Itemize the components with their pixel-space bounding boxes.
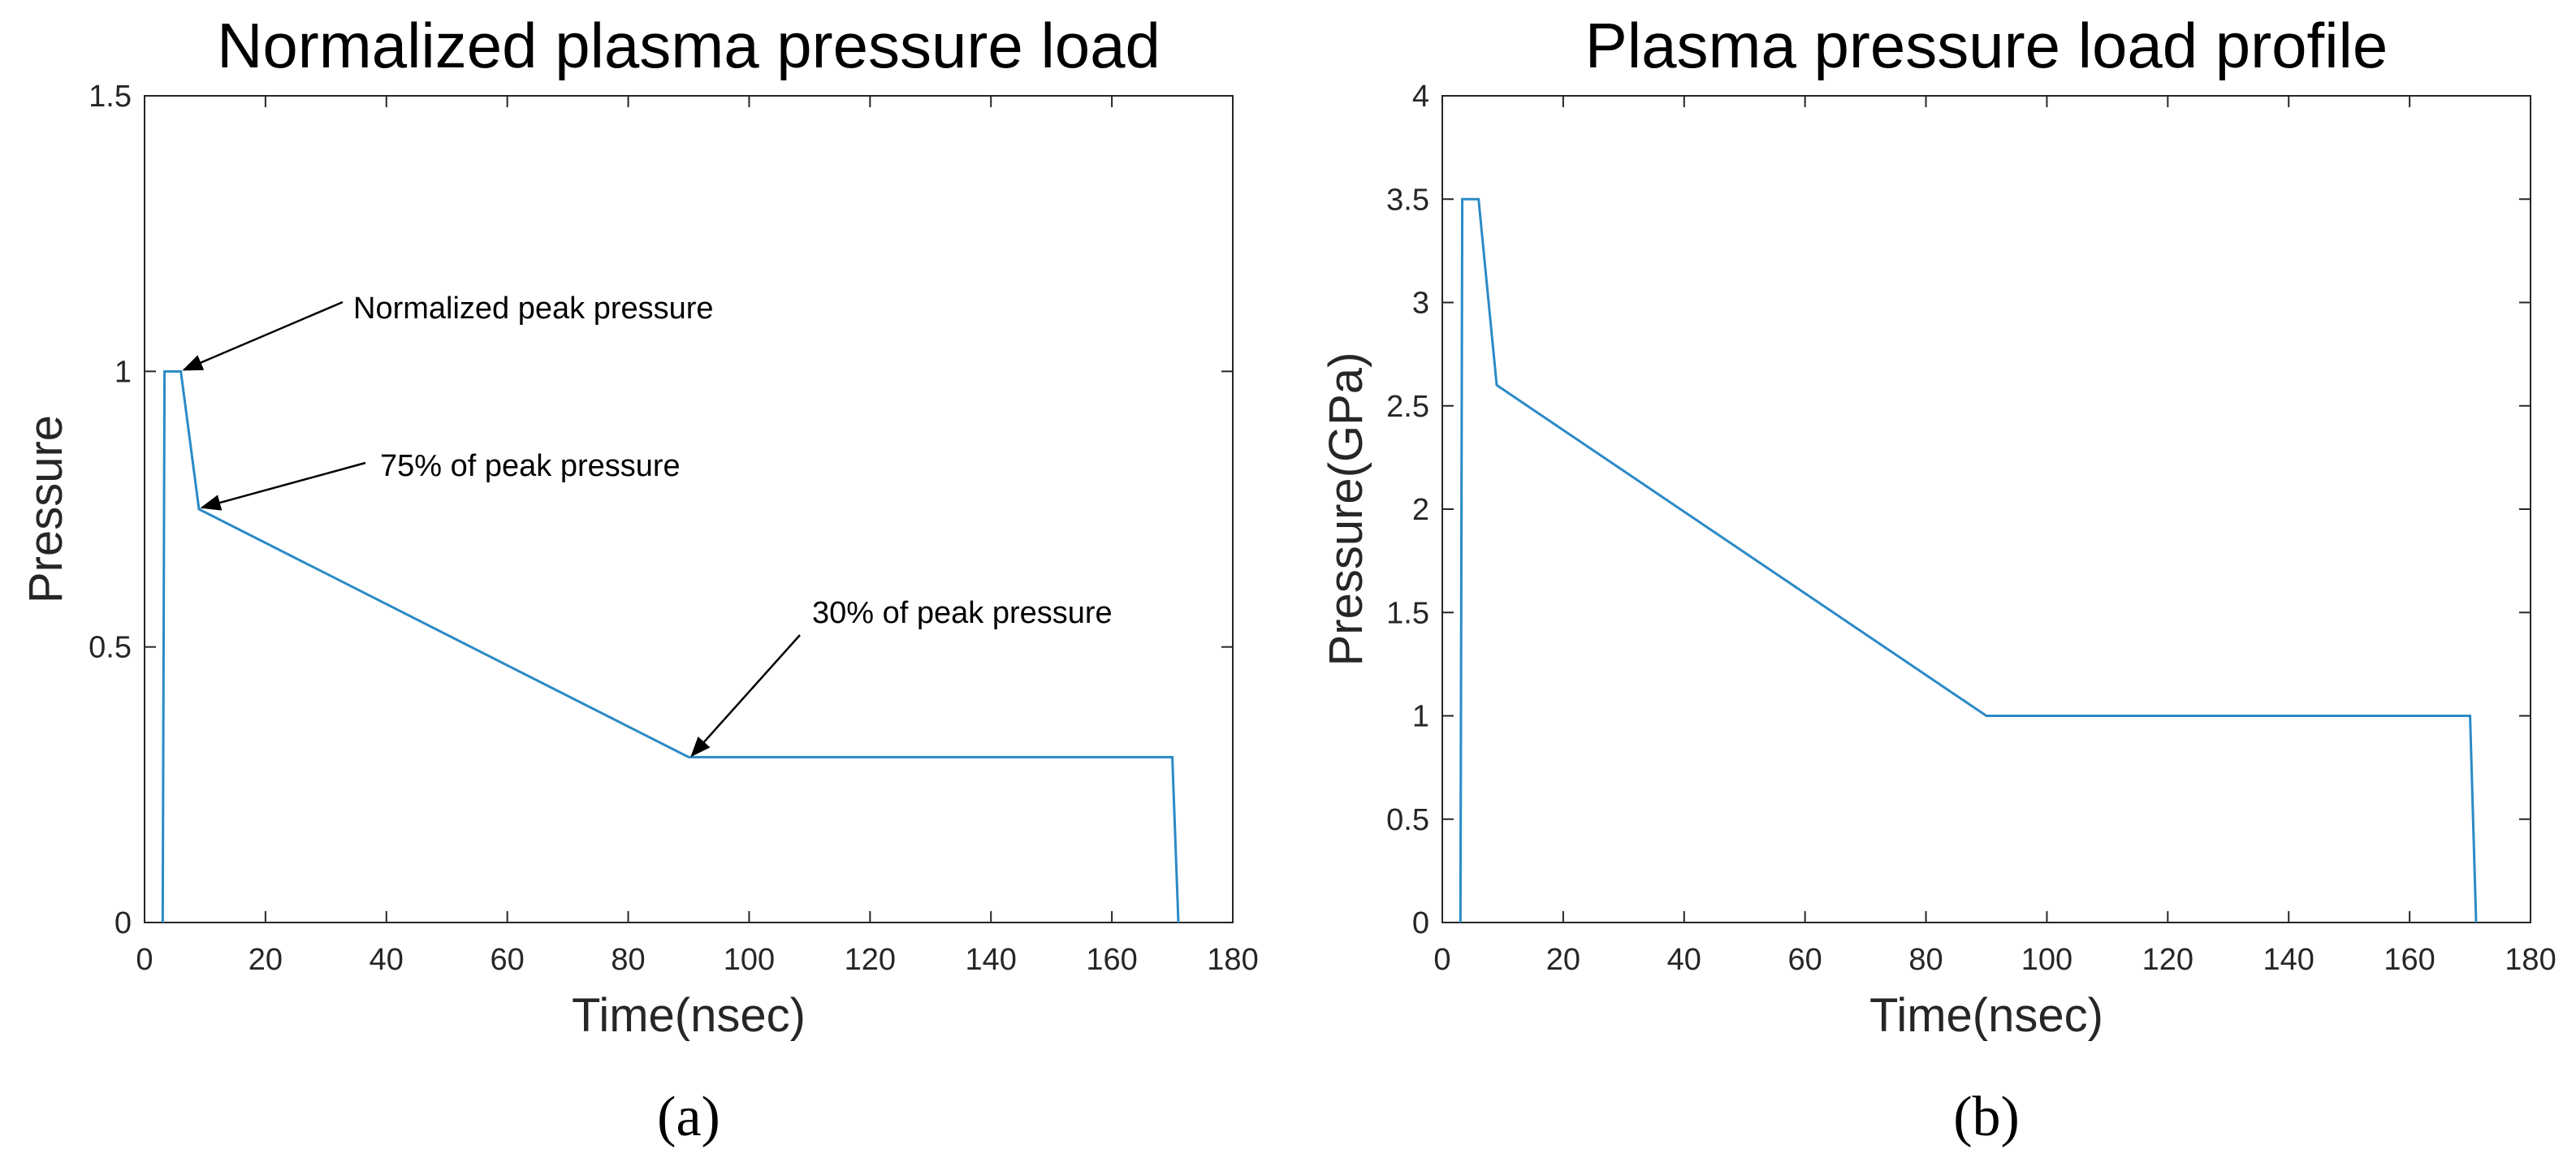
panel-caption: (b): [1953, 1086, 2020, 1148]
x-tick-label: 100: [2021, 943, 2072, 977]
y-axis-label: Pressure(GPa): [1320, 352, 1372, 667]
y-tick-label: 1.5: [1386, 596, 1429, 630]
x-tick-label: 0: [1433, 943, 1450, 977]
y-tick-label: 3.5: [1386, 183, 1429, 217]
x-tick-label: 120: [2142, 943, 2193, 977]
annotation-arrow: [690, 634, 801, 758]
x-tick-label: 180: [1207, 943, 1258, 977]
annotations: Normalized peak pressure 75% of peak pres…: [182, 292, 1113, 758]
plot-frame: [144, 95, 1234, 923]
annotation-label: 30% of peak pressure: [812, 596, 1113, 630]
x-tick-label: 60: [1788, 943, 1822, 977]
chart-title: Plasma pressure load profile: [1585, 10, 2388, 81]
annotation-label: 75% of peak pressure: [380, 449, 681, 483]
x-tick-label: 20: [249, 943, 283, 977]
series-group: [1459, 197, 2478, 923]
panel-caption: (a): [657, 1086, 720, 1148]
chart-title: Normalized plasma pressure load: [217, 10, 1160, 81]
panel-a: Normalized plasma pressure load 0 20 40 60 8…: [19, 10, 1259, 1148]
x-axis-label: Time(nsec): [572, 989, 806, 1042]
y-axis-ticks: 0 0.5 1 1.5: [89, 80, 1233, 940]
y-axis-ticks: 0 0.5 1 1.5 2 2.5 3 3.5 4: [1386, 80, 2531, 940]
x-tick-label: 120: [845, 943, 896, 977]
x-tick-label: 160: [2384, 943, 2435, 977]
x-tick-label: 60: [491, 943, 525, 977]
x-tick-label: 180: [2505, 943, 2556, 977]
y-tick-label: 2: [1412, 493, 1429, 527]
panel-b: Plasma pressure load profile 0 20 40 60 80 10…: [1320, 10, 2557, 1148]
y-tick-label: 3: [1412, 287, 1429, 321]
x-tick-label: 100: [724, 943, 775, 977]
y-tick-label: 0: [115, 906, 132, 940]
y-tick-label: 0.5: [1386, 803, 1429, 837]
y-tick-label: 4: [1412, 80, 1429, 114]
x-axis-ticks: 0 20 40 60 80 100 120 140 160 180: [136, 96, 1259, 977]
x-tick-label: 160: [1086, 943, 1137, 977]
annotation-label: Normalized peak pressure: [353, 292, 714, 326]
x-tick-label: 40: [1667, 943, 1701, 977]
x-tick-label: 140: [966, 943, 1017, 977]
x-tick-label: 80: [1908, 943, 1943, 977]
series-line: [161, 369, 1180, 923]
series-line: [1459, 197, 2478, 923]
annotation-arrow: [182, 300, 344, 371]
annotation-arrow: [200, 461, 366, 511]
y-tick-label: 1.5: [89, 80, 132, 114]
x-tick-label: 140: [2263, 943, 2315, 977]
y-tick-label: 2.5: [1386, 390, 1429, 424]
x-tick-label: 20: [1546, 943, 1580, 977]
x-tick-label: 0: [136, 943, 153, 977]
plot-frame: [1441, 95, 2531, 923]
x-tick-label: 40: [370, 943, 404, 977]
x-tick-label: 80: [611, 943, 645, 977]
y-axis-label: Pressure: [19, 415, 72, 603]
x-axis-label: Time(nsec): [1869, 989, 2103, 1042]
y-tick-label: 0.5: [89, 631, 132, 665]
series-group: [161, 369, 1180, 923]
x-axis-ticks: 0 20 40 60 80 100 120 140 160 180: [1433, 96, 2557, 977]
y-tick-label: 1: [1412, 700, 1429, 734]
y-tick-label: 1: [115, 355, 132, 389]
y-tick-label: 0: [1412, 906, 1429, 940]
